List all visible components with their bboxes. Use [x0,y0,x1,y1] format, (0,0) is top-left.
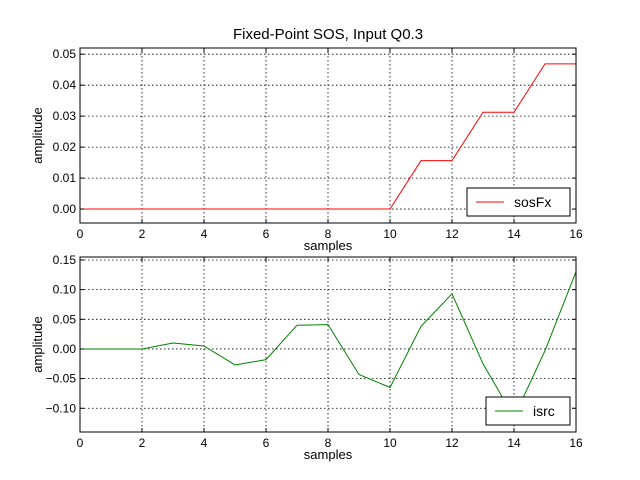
y-axis-label: amplitude [30,107,45,163]
x-tick-label: 6 [263,227,270,241]
x-axis-label: samples [304,238,353,253]
y-tick-label: 0.02 [53,140,77,154]
x-tick-label: 4 [201,227,208,241]
y-tick-label: −0.10 [46,401,77,415]
x-tick-label: 14 [507,436,521,450]
x-tick-label: 0 [77,227,84,241]
series-line-isrc [80,271,577,419]
y-axis-label: amplitude [30,316,45,372]
x-tick-label: 8 [325,436,332,450]
legend: isrc [485,396,571,426]
y-tick-label: 0.05 [53,47,77,61]
x-tick-label: 10 [383,227,397,241]
x-tick-label: 14 [507,227,521,241]
x-tick-label: 10 [383,436,397,450]
x-tick-label: 16 [569,227,583,241]
x-tick-label: 12 [445,436,459,450]
top-plot-sosfx: 0 2 4 6 8 10 12 14 16 0.00 0.01 0.02 0.03 0.04 0.05 sam… [30,47,583,253]
y-tick-label: 0.05 [53,312,77,326]
legend: sosFx [466,187,571,217]
y-tick-label: 0.01 [53,171,77,185]
x-tick-label: 2 [139,227,146,241]
y-tick-label: 0.00 [53,202,77,216]
x-tick-label: 2 [139,436,146,450]
y-tick-label: 0.03 [53,109,77,123]
y-tick-label: −0.05 [46,372,77,386]
series-line-sosFx [80,63,576,210]
bottom-plot-isrc: 0 2 4 6 8 10 12 14 16 −0.10 −0.05 0.00 0.05 0.10 0.15 s… [30,253,583,462]
y-tick-label: 0.04 [53,78,77,92]
x-tick-label: 12 [445,227,459,241]
x-tick-label: 6 [263,436,270,450]
x-tick-label: 8 [325,227,332,241]
x-tick-label: 0 [77,436,84,450]
x-tick-label: 4 [201,436,208,450]
legend-label-isrc: isrc [533,403,555,419]
legend-label-sosFx: sosFx [514,194,551,210]
y-tick-label: 0.15 [53,253,77,267]
x-tick-label: 16 [569,436,583,450]
y-tick-label: 0.00 [53,342,77,356]
x-axis-label: samples [304,447,353,462]
y-tick-label: 0.10 [53,283,77,297]
chart-title: Fixed-Point SOS, Input Q0.3 [233,26,423,43]
